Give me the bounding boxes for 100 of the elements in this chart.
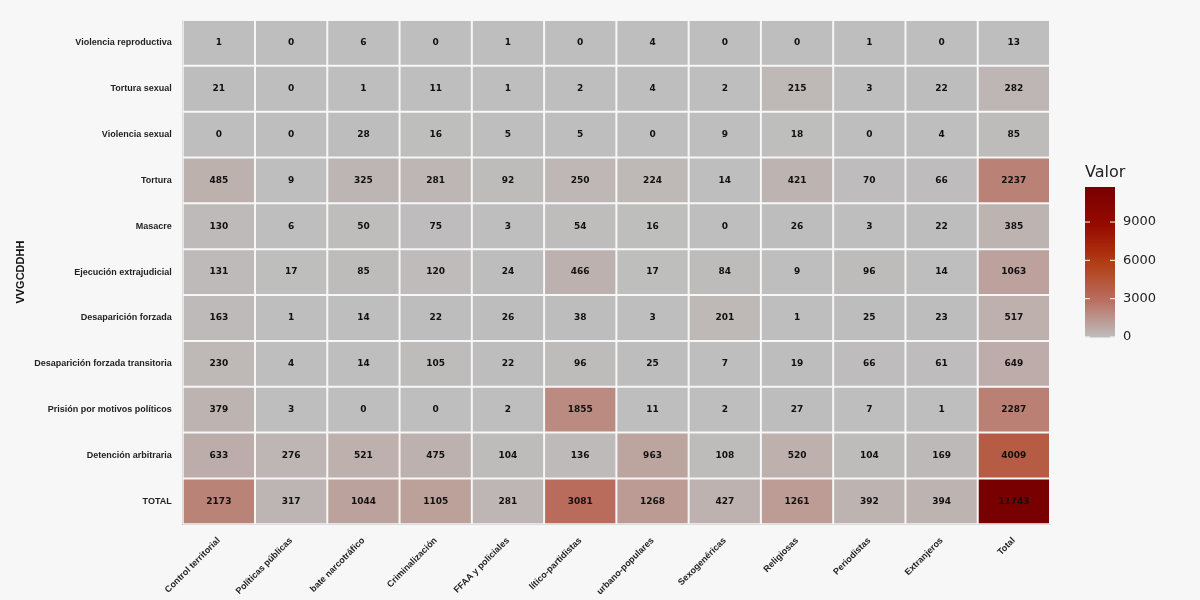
data-label: 201 bbox=[715, 312, 735, 323]
data-label: 3081 bbox=[567, 495, 593, 506]
color-bar-label: 3000 bbox=[1123, 290, 1157, 306]
data-label: 14 bbox=[357, 358, 370, 369]
data-label: 5 bbox=[577, 128, 584, 139]
data-label: 75 bbox=[429, 220, 442, 231]
data-label: 22 bbox=[429, 312, 442, 323]
data-label: 9 bbox=[721, 128, 728, 139]
color-bar-label: 6000 bbox=[1123, 251, 1157, 267]
data-label: 11 bbox=[646, 404, 659, 414]
data-label: 0 bbox=[938, 37, 945, 48]
data-label: 18 bbox=[790, 128, 804, 139]
data-label: 215 bbox=[787, 83, 807, 94]
data-label: 9 bbox=[288, 174, 295, 185]
data-label: 2 bbox=[504, 404, 512, 414]
data-label: 54 bbox=[573, 220, 587, 231]
data-label: 2 bbox=[721, 404, 728, 414]
data-label: 84 bbox=[718, 266, 732, 277]
data-label: 633 bbox=[209, 449, 229, 460]
data-label: 38 bbox=[573, 312, 587, 323]
data-label: 96 bbox=[573, 358, 587, 369]
data-label: 7 bbox=[866, 404, 873, 414]
data-label: 6 bbox=[360, 37, 367, 48]
data-label: 120 bbox=[426, 266, 446, 277]
data-label: 163 bbox=[209, 312, 229, 323]
data-label: 385 bbox=[1004, 220, 1024, 231]
data-label: 421 bbox=[787, 174, 807, 185]
data-label: 250 bbox=[570, 174, 590, 185]
data-label: 0 bbox=[288, 83, 295, 94]
data-label: 16 bbox=[646, 220, 659, 231]
y-tick-label: Desaparición forzada transitoria bbox=[34, 358, 173, 369]
data-label: 22 bbox=[935, 220, 948, 231]
data-label: 2287 bbox=[1001, 404, 1027, 414]
data-label: 25 bbox=[863, 312, 876, 323]
data-label: 1 bbox=[938, 404, 945, 414]
data-label: 0 bbox=[360, 404, 367, 414]
data-label: 0 bbox=[577, 37, 584, 48]
data-label: 19 bbox=[790, 358, 804, 369]
data-label: 4 bbox=[938, 128, 945, 139]
data-label: 963 bbox=[643, 449, 662, 460]
data-label: 14 bbox=[935, 266, 948, 277]
data-label: 1 bbox=[866, 37, 873, 48]
data-label: 85 bbox=[357, 266, 370, 277]
data-label: 3 bbox=[504, 220, 512, 231]
data-label: 50 bbox=[357, 220, 370, 231]
data-label: 3 bbox=[866, 220, 873, 231]
data-label: 22 bbox=[501, 358, 515, 369]
data-label: 1 bbox=[215, 37, 223, 48]
data-label: 1 bbox=[288, 312, 295, 323]
data-label: 1 bbox=[793, 312, 801, 323]
data-label: 17 bbox=[284, 266, 298, 277]
data-label: 104 bbox=[859, 449, 879, 460]
data-label: 3 bbox=[288, 404, 295, 414]
data-label: 16 bbox=[429, 128, 442, 139]
data-label: 1 bbox=[360, 83, 367, 94]
y-tick-label: Prisión por motivos políticos bbox=[47, 404, 172, 415]
data-label: 66 bbox=[935, 174, 948, 185]
data-label: 485 bbox=[209, 174, 229, 185]
data-label: 14 bbox=[718, 174, 732, 185]
data-label: 230 bbox=[209, 358, 229, 369]
data-label: 169 bbox=[932, 449, 951, 460]
data-label: 2237 bbox=[1001, 174, 1027, 185]
y-tick-label: Violencia reproductiva bbox=[75, 37, 173, 48]
data-label: 5 bbox=[504, 128, 512, 139]
data-label: 2173 bbox=[206, 495, 232, 506]
data-label: 27 bbox=[790, 404, 804, 414]
data-label: 66 bbox=[863, 358, 876, 369]
data-label: 520 bbox=[787, 449, 807, 460]
data-label: 517 bbox=[1004, 312, 1024, 323]
data-label: 92 bbox=[501, 174, 515, 185]
data-label: 11743 bbox=[998, 495, 1030, 506]
data-label: 276 bbox=[281, 449, 301, 460]
data-label: 22 bbox=[935, 83, 948, 94]
data-label: 0 bbox=[721, 220, 728, 231]
data-label: 379 bbox=[209, 404, 229, 414]
data-label: 104 bbox=[498, 449, 518, 460]
data-label: 26 bbox=[501, 312, 515, 323]
data-label: 4 bbox=[649, 37, 656, 48]
y-tick-label: Tortura bbox=[140, 174, 173, 185]
data-label: 131 bbox=[209, 266, 229, 277]
data-label: 224 bbox=[643, 174, 662, 185]
y-axis-title: VVGCDDHH bbox=[13, 240, 26, 304]
data-label: 3 bbox=[866, 83, 873, 94]
data-label: 4 bbox=[649, 83, 656, 94]
data-label: 4009 bbox=[1001, 449, 1027, 460]
data-label: 1105 bbox=[423, 495, 449, 506]
data-label: 427 bbox=[715, 495, 735, 506]
data-label: 0 bbox=[432, 404, 439, 414]
data-label: 130 bbox=[209, 220, 229, 231]
data-label: 0 bbox=[215, 128, 223, 139]
data-label: 11 bbox=[429, 83, 442, 94]
data-label: 2 bbox=[721, 83, 728, 94]
y-tick-label: TOTAL bbox=[142, 495, 173, 506]
data-label: 14 bbox=[357, 312, 370, 323]
y-tick-label: Ejecución extrajudicial bbox=[74, 266, 172, 277]
data-label: 521 bbox=[354, 449, 373, 460]
data-label: 0 bbox=[432, 37, 439, 48]
color-bar-label: 0 bbox=[1123, 328, 1132, 344]
data-label: 466 bbox=[570, 266, 590, 277]
data-label: 392 bbox=[859, 495, 879, 506]
